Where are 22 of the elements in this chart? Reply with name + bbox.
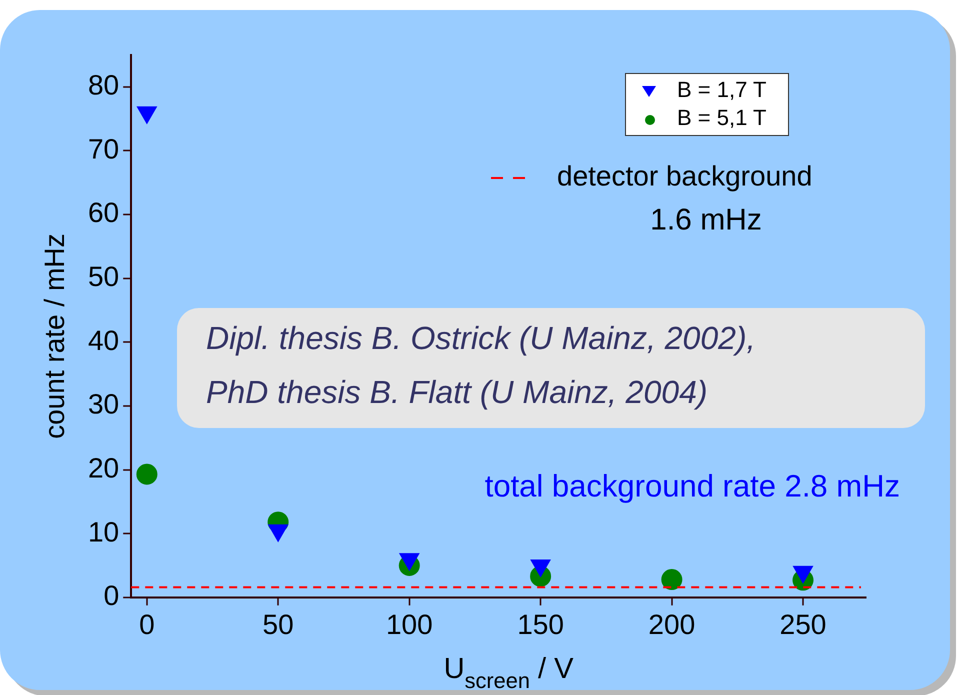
- x-tick-label: 150: [517, 608, 564, 640]
- y-axis-title: count rate / mHz: [39, 233, 70, 439]
- legend-label: detector background: [557, 160, 812, 192]
- legend-label: B = 1,7 T: [677, 77, 766, 102]
- x-tick-label: 50: [262, 608, 294, 640]
- y-tick-label: 20: [88, 452, 120, 484]
- annotation: total background rate 2.8 mHz: [484, 468, 900, 504]
- y-tick-label: 10: [88, 516, 120, 548]
- y-tick-label: 60: [88, 197, 120, 228]
- y-tick-label: 70: [88, 133, 120, 164]
- y-tick-label: 50: [88, 261, 120, 292]
- x-tick-label: 250: [780, 608, 826, 640]
- x-tick-label: 0: [139, 608, 155, 640]
- y-tick-label: 40: [88, 324, 120, 356]
- y-tick-label: 80: [88, 70, 120, 101]
- x-tick-label: 200: [648, 608, 696, 640]
- annotation: Dipl. thesis B. Ostrick (U Mainz, 2002), PhD thesis B. Flatt (U Mainz, 2004): [206, 320, 756, 410]
- y-tick-label: 0: [104, 580, 120, 612]
- annotation: 1.6 mHz: [650, 203, 762, 236]
- x-tick-label: 100: [386, 608, 433, 640]
- y-tick-label: 30: [88, 388, 120, 420]
- legend-label: B = 5,1 T: [677, 105, 766, 130]
